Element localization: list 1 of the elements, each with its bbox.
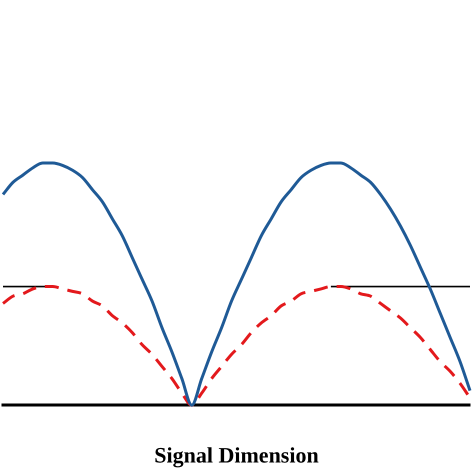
x-axis-title: Signal Dimension bbox=[154, 442, 319, 468]
